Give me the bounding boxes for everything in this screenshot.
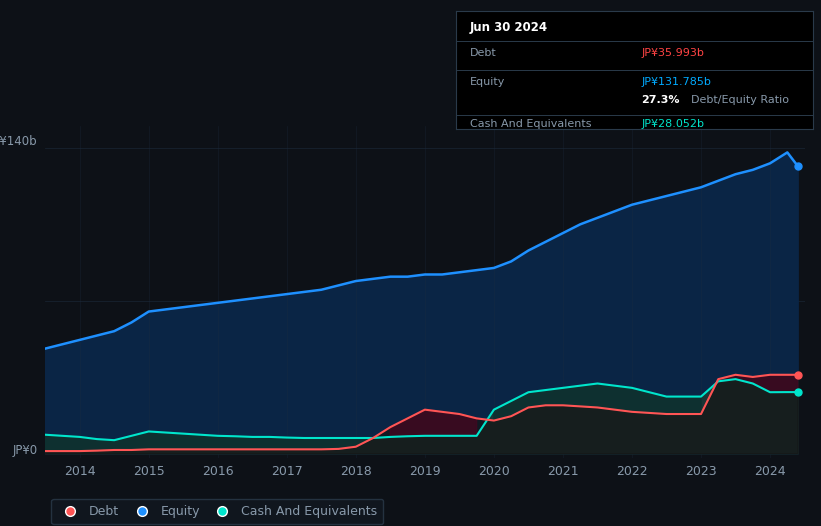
Text: Cash And Equivalents: Cash And Equivalents: [470, 119, 591, 129]
Text: Debt/Equity Ratio: Debt/Equity Ratio: [691, 95, 789, 106]
Text: JP¥140b: JP¥140b: [0, 135, 38, 148]
Text: Jun 30 2024: Jun 30 2024: [470, 21, 548, 34]
Text: JP¥35.993b: JP¥35.993b: [641, 48, 704, 58]
Text: Debt: Debt: [470, 48, 497, 58]
Legend: Debt, Equity, Cash And Equivalents: Debt, Equity, Cash And Equivalents: [52, 499, 383, 524]
Text: JP¥0: JP¥0: [12, 444, 38, 458]
Text: JP¥28.052b: JP¥28.052b: [641, 119, 704, 129]
Text: 27.3%: 27.3%: [641, 95, 680, 106]
Text: Equity: Equity: [470, 76, 505, 87]
Text: JP¥131.785b: JP¥131.785b: [641, 76, 711, 87]
